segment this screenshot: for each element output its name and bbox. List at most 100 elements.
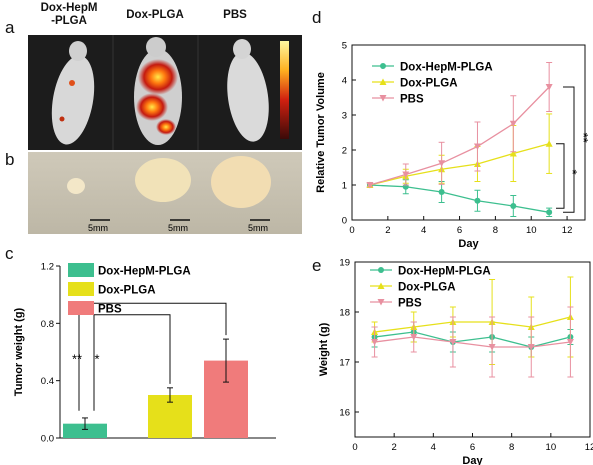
panel-label-e: e <box>312 256 322 275</box>
mouse-3 <box>227 52 269 142</box>
chart-c-legend-label: Dox-PLGA <box>98 285 156 297</box>
chart-d-xtick-label: 6 <box>457 225 462 236</box>
chart-d-point <box>510 203 517 209</box>
imaging-colorbar <box>280 41 289 139</box>
mouse-1-signal <box>69 80 75 86</box>
chart-e-point <box>528 344 535 350</box>
chart-e-point <box>449 318 457 325</box>
scale-bar-label-3: 5mm <box>248 223 268 233</box>
chart-d-point <box>402 172 410 180</box>
chart-e-point <box>371 334 378 340</box>
mouse-1 <box>51 55 95 145</box>
chart-e-legend-label: Dox-PLGA <box>398 282 456 294</box>
chart-d-point <box>473 160 481 167</box>
chart-d-point <box>438 189 445 195</box>
chart-c-ytick-label: 0.0 <box>41 434 54 445</box>
panel-label-a: a <box>5 18 15 37</box>
chart-e-legend-label: PBS <box>398 298 422 310</box>
chart-e-xtick-label: 2 <box>392 442 397 453</box>
chart-e-point <box>410 334 418 341</box>
panel-label-c: c <box>5 244 14 263</box>
chart-c-legend-label: Dox-HepM-PLGA <box>98 266 191 278</box>
chart-e-legend-label: Dox-HepM-PLGA <box>398 266 491 278</box>
chart-d-point <box>545 84 553 91</box>
chart-d-point <box>438 160 446 167</box>
chart-e-ylabel: Weight (g) <box>318 322 330 376</box>
scale-bar-label-1: 5mm <box>88 223 108 233</box>
chart-d-xtick-label: 4 <box>421 225 426 236</box>
chart-c-significance-2: * <box>94 351 99 366</box>
chart-d-xtick-label: 10 <box>526 225 537 236</box>
chart-d-ytick-label: 0 <box>342 216 347 227</box>
photo-label-pbs: PBS <box>223 9 247 21</box>
chart-e-legend-marker <box>378 267 384 273</box>
photo-label-line1: Dox-HepM <box>40 2 98 14</box>
chart-d-ytick-label: 3 <box>342 111 347 122</box>
chart-e-point <box>566 313 574 320</box>
chart-d-frame <box>351 44 586 221</box>
chart-d-significance-2: * <box>565 169 580 174</box>
tumor-dox-hepm-plga <box>67 178 85 194</box>
chart-e-xtick-label: 8 <box>509 442 514 453</box>
chart-e-ytick-label: 18 <box>339 308 350 319</box>
chart-c-legend-swatch <box>68 282 94 296</box>
chart-d-ylabel: Relative Tumor Volume <box>315 72 327 193</box>
chart-e-ytick-label: 19 <box>339 258 350 269</box>
chart-e-point <box>371 339 379 346</box>
chart-e-point <box>449 339 457 346</box>
panel-label-d: d <box>312 8 322 27</box>
mouse-2-signal <box>138 59 178 95</box>
chart-d-legend-label: Dox-PLGA <box>400 78 458 90</box>
chart-d-point <box>438 165 446 173</box>
chart-c-significance-1: ** <box>72 351 82 366</box>
excised-tumor-photo: 5mm 5mm 5mm <box>28 152 302 234</box>
chart-d-legend-label: PBS <box>400 94 424 106</box>
chart-d-point <box>366 182 373 188</box>
chart-d-point <box>509 150 517 157</box>
chart-e-point <box>527 323 535 330</box>
in-vivo-imaging-photo <box>28 35 302 150</box>
tumor-dox-plga <box>135 158 191 202</box>
chart-d-legend-label: Dox-HepM-PLGA <box>400 62 493 74</box>
chart-d-series-line <box>369 184 550 213</box>
chart-c-ylabel: Tumor weight (g) <box>13 307 25 396</box>
chart-d-bracket-outer <box>563 86 575 213</box>
chart-e-point <box>449 339 456 345</box>
photo-label-line2: -PLGA <box>51 15 87 27</box>
chart-c-ytick-label: 1.2 <box>41 262 54 273</box>
chart-d-legend-marker <box>379 95 387 102</box>
chart-c-legend-label: PBS <box>98 304 122 316</box>
chart-d-bracket-inner <box>556 143 565 209</box>
photo-label-dox-plga: Dox-PLGA <box>126 9 184 21</box>
chart-d-ytick-label: 5 <box>342 41 347 52</box>
chart-d-point <box>474 197 481 204</box>
scale-bar-label-2: 5mm <box>168 223 188 233</box>
chart-d-ytick-label: 2 <box>342 146 347 157</box>
chart-e-point <box>527 344 535 351</box>
tumor-drawing: 5mm 5mm 5mm <box>67 156 271 233</box>
chart-d-series-line <box>369 143 550 186</box>
chart-d-point <box>366 181 374 188</box>
chart-c-legend-swatch <box>68 301 94 315</box>
chart-c-bar <box>204 360 248 438</box>
chart-e-xlabel: Day <box>462 455 483 465</box>
chart-d-point <box>545 140 553 147</box>
chart-e-point <box>567 334 574 340</box>
chart-e-point <box>371 328 379 335</box>
chart-d-point <box>546 209 553 216</box>
imaging-drawing <box>28 35 302 150</box>
chart-c-bar <box>148 395 192 438</box>
chart-e-xtick-label: 6 <box>470 442 475 453</box>
chart-d-point <box>402 171 410 178</box>
chart-d-significance-1: ** <box>576 133 591 143</box>
chart-d-xtick-label: 2 <box>385 225 390 236</box>
chart-e-point <box>488 318 496 325</box>
chart-e-series-line <box>374 336 571 348</box>
chart-d-xtick-label: 12 <box>562 225 573 236</box>
chart-e-ytick-label: 17 <box>339 358 350 369</box>
chart-e-point <box>410 329 417 335</box>
chart-e-point <box>566 339 574 346</box>
chart-c-ytick-label: 0.4 <box>41 376 54 387</box>
chart-e-frame <box>354 261 591 438</box>
chart-e-point <box>488 344 496 351</box>
